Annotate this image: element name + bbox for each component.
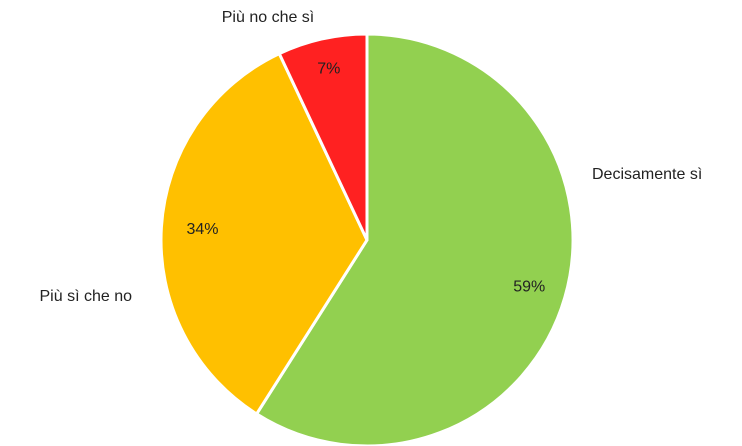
pie-slice	[277, 32, 369, 242]
category-label: Più no che sì	[222, 9, 315, 26]
category-label: Più sì che no	[40, 288, 133, 305]
data-label: 7%	[317, 60, 340, 77]
pie-slice	[159, 52, 369, 416]
category-label: Decisamente sì	[592, 166, 702, 183]
data-label: 34%	[187, 221, 219, 238]
data-label: 59%	[513, 278, 545, 295]
